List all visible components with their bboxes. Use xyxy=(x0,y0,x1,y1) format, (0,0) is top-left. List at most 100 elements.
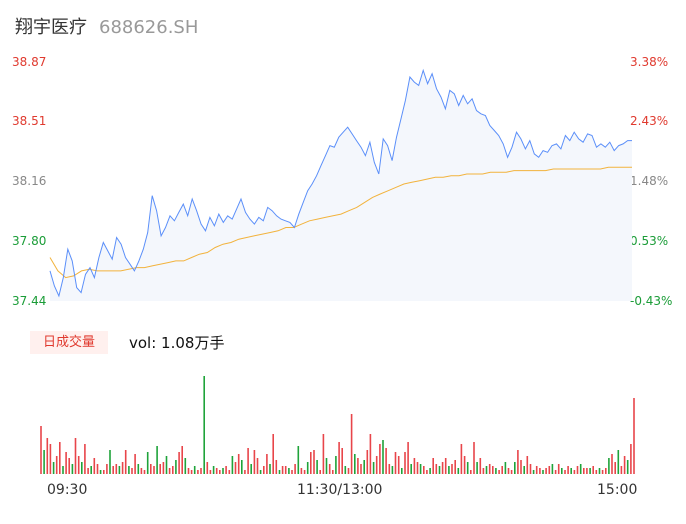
volume-bar xyxy=(162,462,165,474)
volume-bar xyxy=(250,464,252,474)
volume-bar xyxy=(263,466,265,474)
stock-title: 翔宇医疗 688626.SH xyxy=(15,13,198,39)
pct-tick-label: 0.53% xyxy=(630,234,669,248)
volume-bar xyxy=(297,446,300,474)
volume-bar xyxy=(134,454,136,474)
volume-bar xyxy=(62,466,64,474)
volume-bar xyxy=(209,470,212,474)
volume-bar xyxy=(99,470,102,474)
volume-bar xyxy=(93,458,96,474)
volume-bar xyxy=(476,462,478,474)
volume-bar xyxy=(165,456,168,474)
volume-bar xyxy=(59,442,61,474)
volume-bar xyxy=(354,454,356,474)
time-label-midday: 11:30/13:00 xyxy=(297,482,383,498)
volume-bar xyxy=(394,452,397,474)
volume-bar xyxy=(510,470,513,474)
stock-name: 翔宇医疗 xyxy=(15,17,87,38)
volume-bar xyxy=(498,470,500,474)
volume-bar xyxy=(172,466,174,474)
volume-bar xyxy=(589,468,591,474)
volume-bar xyxy=(626,460,629,474)
volume-bar xyxy=(46,438,49,474)
volume-bar xyxy=(118,466,121,474)
volume-bar xyxy=(247,448,249,474)
volume-bar xyxy=(611,454,613,474)
pct-tick-label: 3.38% xyxy=(630,55,669,69)
volume-bar xyxy=(269,464,271,474)
volume-bar xyxy=(322,434,325,474)
volume-bar xyxy=(557,464,560,474)
volume-bar xyxy=(347,468,350,474)
volume-bar xyxy=(328,464,331,474)
volume-bar xyxy=(131,468,133,474)
volume-bar xyxy=(68,458,70,474)
volume-bar xyxy=(548,466,551,474)
price-line xyxy=(49,68,632,298)
volume-bar xyxy=(608,458,610,474)
volume-bar xyxy=(438,466,441,474)
volume-bar xyxy=(137,464,140,474)
volume-bar xyxy=(43,450,45,474)
volume-bar xyxy=(551,464,554,474)
volume-bar xyxy=(212,466,215,474)
volume-bar xyxy=(256,458,259,474)
volume-bar xyxy=(190,470,193,474)
price-area-fill xyxy=(50,70,632,302)
volume-bar xyxy=(234,462,237,474)
volume-bar xyxy=(592,466,594,474)
volume-bar xyxy=(451,464,453,474)
volume-bar xyxy=(52,462,55,474)
volume-bar xyxy=(313,450,315,474)
volume-bar xyxy=(514,462,516,474)
volume-bar xyxy=(410,464,412,474)
volume-bar xyxy=(517,450,519,474)
volume-bar xyxy=(460,444,463,474)
volume-bar xyxy=(388,464,391,474)
volume-bar xyxy=(306,462,309,474)
volume-bar xyxy=(444,458,447,474)
volume-bar xyxy=(529,464,532,474)
volume-bar xyxy=(492,466,494,474)
volume-bar xyxy=(225,466,227,474)
volume-bar xyxy=(81,462,83,474)
volume-bar xyxy=(482,468,485,474)
volume-bar xyxy=(570,468,572,474)
price-tick-label: 37.80 xyxy=(12,234,47,248)
volume-bar xyxy=(228,470,231,474)
volume-bar xyxy=(567,466,569,474)
volume-bar xyxy=(561,468,563,474)
volume-bar xyxy=(605,468,607,474)
volume-bar xyxy=(215,468,218,474)
volume-bar xyxy=(344,466,347,474)
volume-bar xyxy=(316,460,318,474)
volume-bar xyxy=(454,460,456,474)
volume-badge[interactable]: 日成交量 xyxy=(30,331,108,354)
volume-bar xyxy=(275,460,278,474)
volume-bar xyxy=(441,462,444,474)
volume-bar xyxy=(153,466,155,474)
volume-bar xyxy=(259,470,262,474)
volume-bar xyxy=(200,468,202,474)
volume-bar xyxy=(507,468,510,474)
volume-bar xyxy=(55,456,58,474)
volume-bar xyxy=(564,470,566,474)
volume-bar xyxy=(579,464,582,474)
volume-bar xyxy=(175,460,177,474)
volume-bar xyxy=(407,442,409,474)
volume-bar xyxy=(485,466,488,474)
volume-bar xyxy=(291,470,293,474)
volume-bar xyxy=(501,466,503,474)
volume-bar xyxy=(106,464,108,474)
volume-bar xyxy=(633,398,635,474)
volume-bar xyxy=(535,466,538,474)
volume-bar xyxy=(168,468,171,474)
volume-bar xyxy=(253,450,256,474)
volume-bar xyxy=(96,464,99,474)
volume-bar xyxy=(576,466,579,474)
volume-bar xyxy=(203,376,205,474)
volume-bar xyxy=(237,454,240,474)
volume-bar xyxy=(178,452,180,474)
volume-bar xyxy=(404,452,406,474)
price-tick-label: 38.87 xyxy=(12,55,47,69)
